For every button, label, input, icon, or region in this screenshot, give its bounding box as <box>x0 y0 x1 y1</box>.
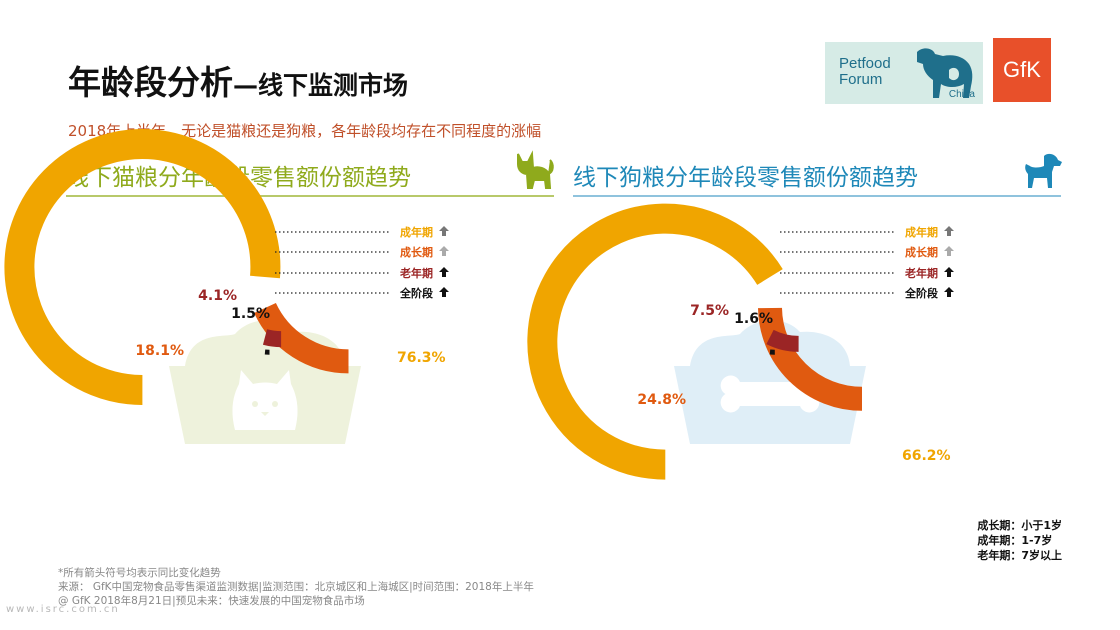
dog-icon <box>1025 153 1062 188</box>
cat-legend-label-senior: 老年期 <box>399 266 433 280</box>
watermark: www.isrc.com.cn <box>6 604 120 615</box>
dog-cat-silhouette-icon <box>917 48 973 98</box>
petfood-logo-line2: Forum <box>839 71 883 88</box>
dog-legend-label-senior: 老年期 <box>904 266 938 280</box>
cat-value-label-growth: 18.1% <box>135 343 184 359</box>
dog-legend-label-all-stage: 全阶段 <box>904 286 938 300</box>
gfk-logo: GfK <box>993 38 1051 102</box>
footnote-source: 来源： GfK中国宠物食品零售渠道监测数据|监测范围：北京城区和上海城区|时间范… <box>58 581 534 593</box>
dog-legend-label-adult: 成年期 <box>905 225 938 239</box>
cat-icon <box>517 150 554 189</box>
cat-arc-senior <box>262 329 282 348</box>
age-definition-legend: 成长期：小于1岁 成年期：1-7岁 老年期：7岁以上 <box>977 518 1062 563</box>
dog-arc-adult <box>527 203 783 480</box>
dog-section-divider <box>573 195 1061 197</box>
cat-legend-label-all-stage: 全阶段 <box>399 286 433 300</box>
dog-value-label-adult: 66.2% <box>902 448 951 464</box>
footnotes: *所有箭头符号均表示同比变化趋势 来源： GfK中国宠物食品零售渠道监测数据|监… <box>58 566 534 608</box>
dog-value-label-senior: 7.5% <box>690 303 729 319</box>
dog-trend-up-arrow-icon-adult <box>944 226 954 236</box>
dog-trend-up-arrow-icon-growth <box>944 246 954 256</box>
dog-arc-growth <box>758 307 863 411</box>
age-definition-senior: 老年期：7岁以上 <box>977 549 1062 562</box>
age-definition-growth: 成长期：小于1岁 <box>977 519 1062 532</box>
dog-trend-up-arrow-icon-all-stage <box>944 287 954 297</box>
cat-trend-up-arrow-icon-adult <box>439 226 449 236</box>
cat-arc-adult <box>4 129 281 405</box>
dog-chart-title: 线下狗粮分年龄段零售额份额趋势 <box>573 165 918 191</box>
page-title-main: 年龄段分析 <box>68 63 233 102</box>
petfood-logo-china: China <box>948 89 975 100</box>
dog-value-label-growth: 24.8% <box>637 392 686 408</box>
petfood-forum-logo: Petfood Forum China <box>825 42 983 104</box>
footnote-trend: *所有箭头符号均表示同比变化趋势 <box>58 567 221 579</box>
age-definition-adult: 成年期：1-7岁 <box>977 534 1053 547</box>
cat-trend-up-arrow-icon-all-stage <box>439 287 449 297</box>
cat-value-label-senior: 4.1% <box>198 288 237 304</box>
footnote-copyright: @ GfK 2018年8月21日|预见未来：快速发展的中国宠物食品市场 <box>58 595 365 607</box>
cat-legend-label-growth: 成长期 <box>400 245 433 259</box>
cat-value-label-all-stage: 1.5% <box>231 306 270 322</box>
cat-section-divider <box>66 195 554 197</box>
petfood-forum-logo-text: Petfood Forum <box>839 56 891 88</box>
cat-value-label-adult: 76.3% <box>397 350 446 366</box>
cat-trend-up-arrow-icon-growth <box>439 246 449 256</box>
page-title: 年龄段分析—线下监测市场 <box>68 56 408 104</box>
petfood-logo-line1: Petfood <box>839 55 891 72</box>
cat-trend-up-arrow-icon-senior <box>439 267 449 277</box>
cat-legend-label-adult: 成年期 <box>400 225 433 239</box>
page-title-suffix: —线下监测市场 <box>233 71 409 100</box>
dog-legend-label-growth: 成长期 <box>905 245 938 259</box>
dog-arc-senior <box>766 329 799 352</box>
dog-trend-up-arrow-icon-senior <box>944 267 954 277</box>
page-subtitle: 2018年上半年，无论是猫粮还是狗粮，各年龄段均存在不同程度的涨幅 <box>68 122 542 140</box>
dog-value-label-all-stage: 1.6% <box>734 311 773 327</box>
cat-arc-growth <box>254 302 349 374</box>
